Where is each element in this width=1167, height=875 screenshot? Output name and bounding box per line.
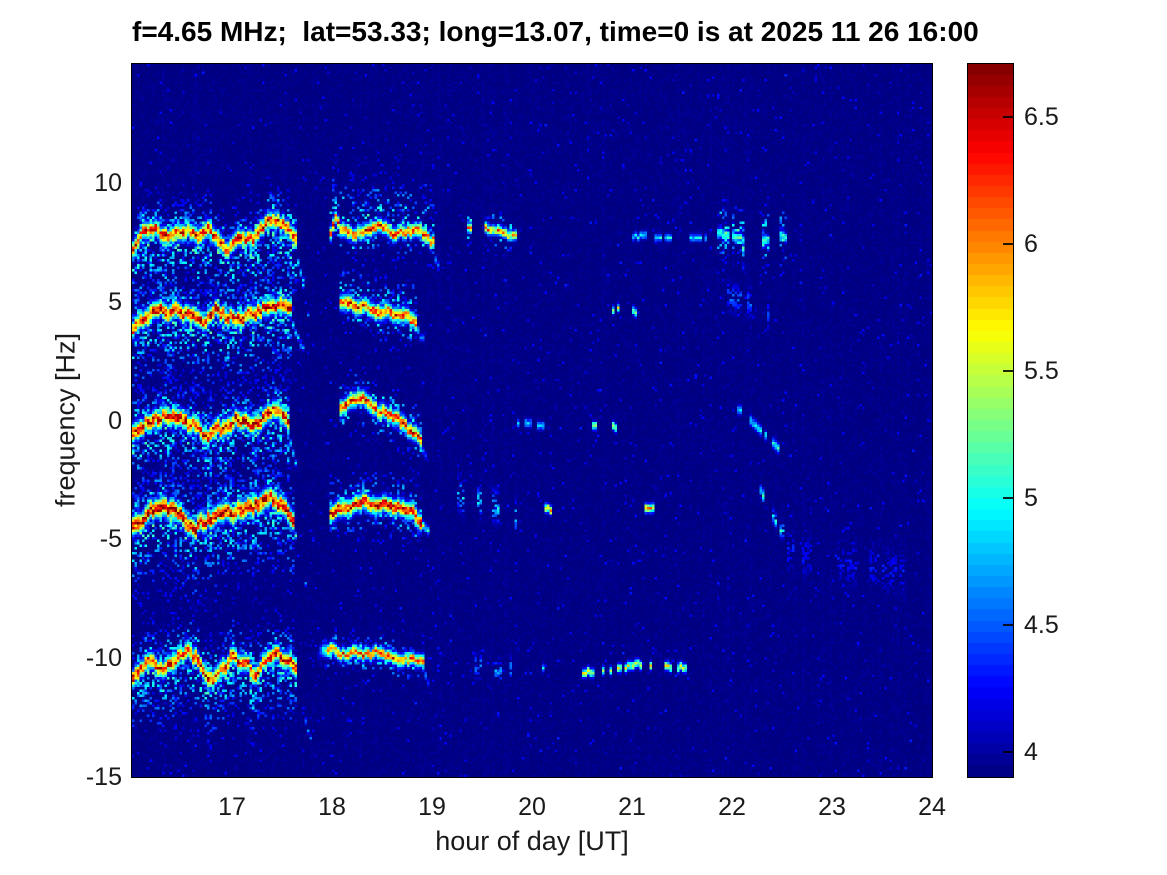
- x-tick-label: 20: [518, 793, 546, 821]
- colorbar-tick-mark: [1003, 623, 1013, 626]
- spectrogram-plot: [132, 64, 932, 777]
- y-tick-label: -15: [85, 763, 122, 791]
- colorbar-tick-mark: [1003, 243, 1013, 246]
- colorbar: [968, 64, 1013, 777]
- colorbar-tick-label: 6.5: [1024, 103, 1059, 132]
- colorbar-tick-label: 6: [1024, 230, 1038, 259]
- colorbar-tick-mark: [1003, 370, 1013, 373]
- y-tick-label: 10: [94, 168, 122, 197]
- y-tick-label: -5: [99, 525, 122, 554]
- plot-title: f=4.65 MHz; lat=53.33; long=13.07, time=…: [132, 16, 979, 47]
- x-tick-label: 19: [418, 793, 446, 821]
- x-tick-label: 18: [318, 793, 346, 821]
- x-axis-label: hour of day [UT]: [435, 826, 629, 856]
- colorbar-tick-mark: [1003, 496, 1013, 499]
- colorbar-tick-label: 4: [1024, 737, 1038, 766]
- y-tick-label: -10: [85, 644, 122, 673]
- colorbar-tick-mark: [1003, 750, 1013, 753]
- x-tick-label: 17: [218, 793, 246, 821]
- colorbar-tick-mark: [1003, 116, 1013, 119]
- colorbar-tick-label: 5: [1024, 483, 1038, 512]
- colorbar-tick-label: 5.5: [1024, 357, 1059, 386]
- x-tick-label: 24: [918, 793, 946, 821]
- y-tick-label: 5: [108, 287, 122, 316]
- x-tick-label: 21: [618, 793, 646, 821]
- x-tick-label: 23: [818, 793, 846, 821]
- x-tick-label: 22: [718, 793, 746, 821]
- colorbar-tick-label: 4.5: [1024, 610, 1059, 639]
- y-tick-label: 0: [108, 406, 122, 435]
